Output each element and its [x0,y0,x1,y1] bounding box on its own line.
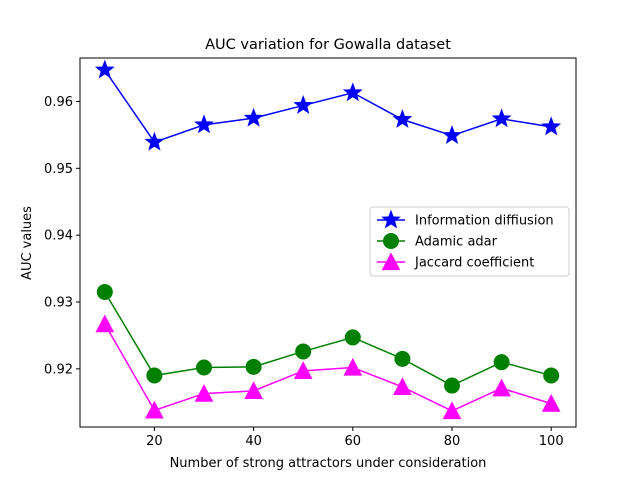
data-point-2-2 [194,384,214,402]
data-point-0-9 [541,116,562,136]
legend-label-1: Adamic adar [415,235,498,250]
y-tick-label: 0.96 [44,95,73,110]
y-axis-label: AUC values [20,206,35,280]
data-point-0-0 [94,59,115,79]
data-point-0-5 [342,82,363,102]
data-point-2-7 [442,401,462,420]
data-point-1-9 [543,367,560,384]
data-point-1-8 [493,354,510,371]
x-tick-label: 20 [146,434,163,449]
x-tick-label: 40 [245,434,262,449]
data-point-2-4 [293,361,313,379]
data-point-1-1 [146,367,163,384]
data-point-1-3 [245,358,262,375]
data-point-1-4 [295,343,312,360]
data-point-0-4 [293,95,314,114]
legend: Information diffiusion Adamic adar Jaccard… [369,206,570,277]
data-point-2-1 [145,400,164,419]
legend-marker-1 [383,233,399,249]
data-point-2-3 [244,381,263,400]
legend-label-2: Jaccard coefficient [414,256,534,271]
y-tick-label: 0.92 [44,362,73,377]
data-point-1-7 [444,377,460,394]
series-line-1 [104,291,552,387]
y-tick-label: 0.93 [44,295,73,310]
data-point-0-6 [392,109,413,128]
data-point-0-3 [243,107,264,127]
legend-marker-2 [381,252,401,271]
data-point-2-5 [343,357,363,376]
data-point-0-2 [194,114,214,134]
legend-marker-0 [381,209,401,229]
data-point-2-6 [393,377,412,396]
y-tick-label: 0.95 [44,162,73,177]
data-point-2-9 [541,394,561,412]
plot-frame [79,57,577,428]
data-point-2-8 [492,378,511,397]
x-axis-label: Number of strong attractors under consid… [170,456,487,471]
series-line-2 [104,323,552,412]
data-point-1-0 [96,283,113,300]
data-point-2-0 [95,314,115,333]
data-point-1-5 [344,329,361,346]
data-point-1-2 [196,359,212,376]
legend-label-0: Information diffiusion [415,214,554,229]
y-tick-label: 0.94 [44,229,73,244]
plot-area: 20 40 60 80 100 0.92 0.93 0.94 0.95 0.96 [44,57,577,449]
x-tick-label: 100 [539,434,564,449]
x-tick-label: 80 [444,434,461,449]
data-point-0-8 [491,108,512,128]
series-line-0 [104,69,552,144]
data-point-1-6 [394,350,411,367]
data-point-0-7 [442,125,462,144]
chart-title: AUC variation for Gowalla dataset [205,37,451,53]
data-point-0-1 [144,131,165,151]
x-tick-label: 60 [345,434,362,449]
legend-box [369,206,570,277]
